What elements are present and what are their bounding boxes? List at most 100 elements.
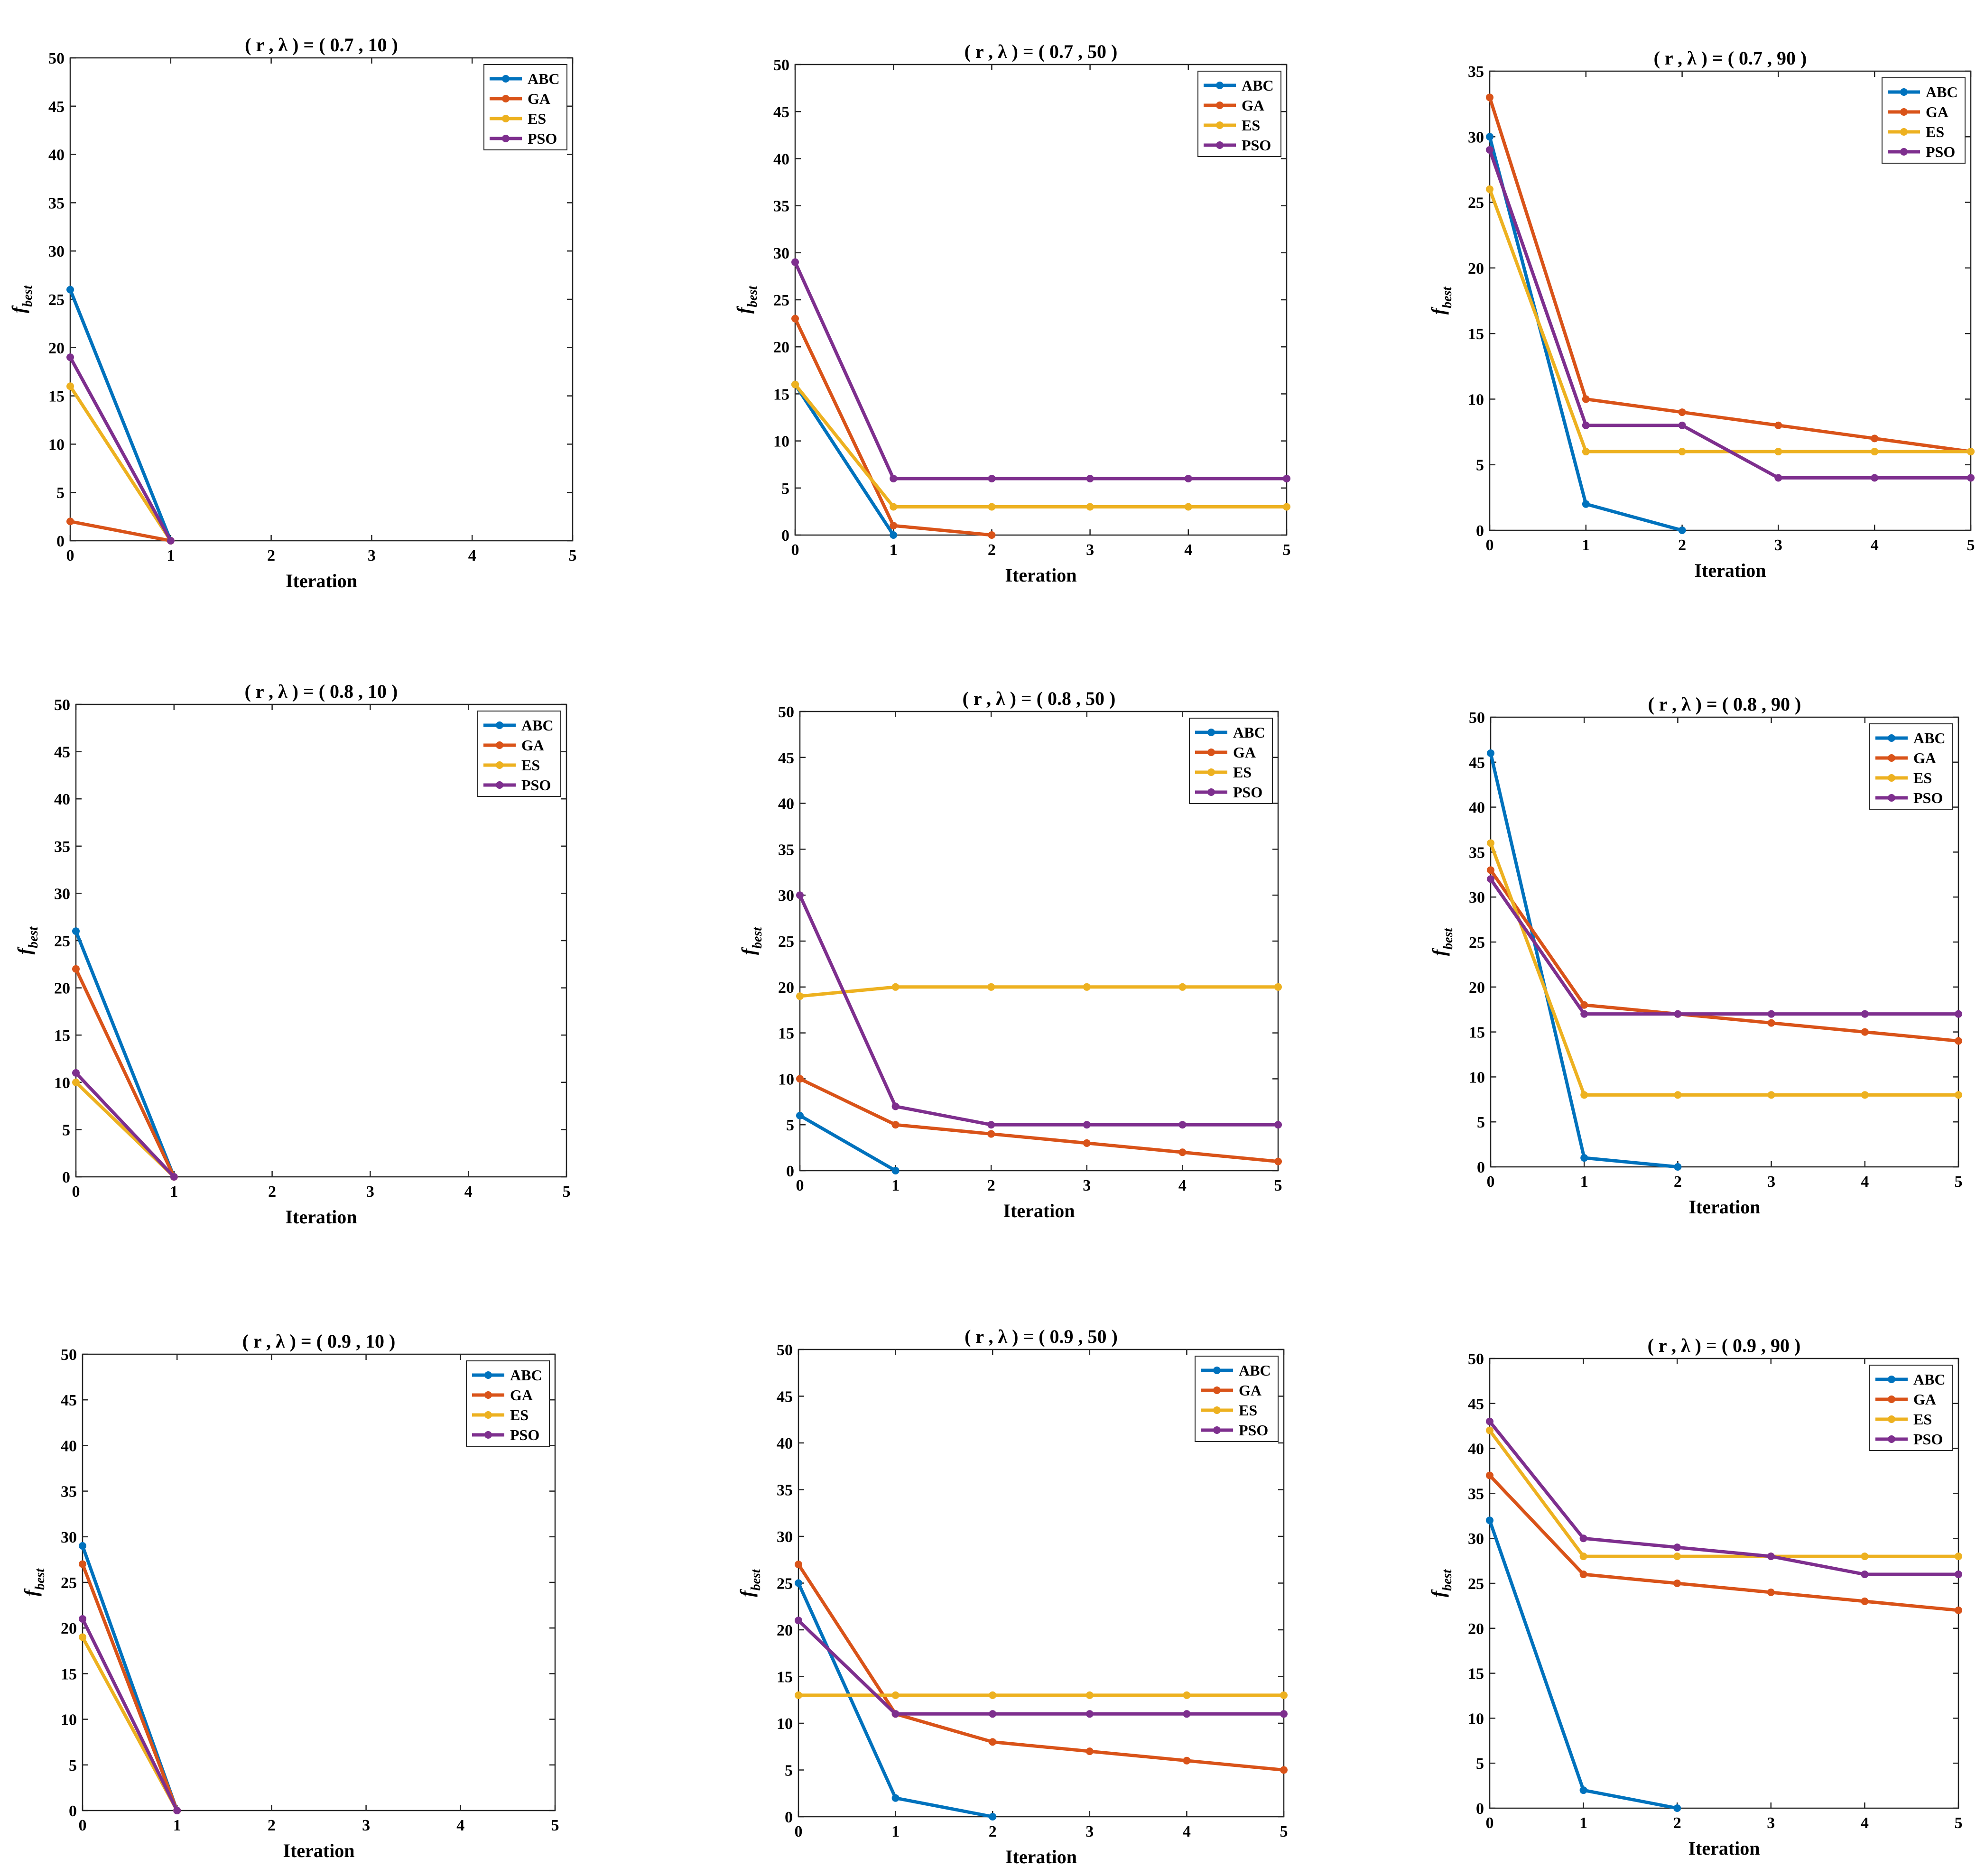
y-tick-label: 5 bbox=[785, 1762, 793, 1780]
x-tick-label: 0 bbox=[1487, 1173, 1495, 1191]
data-point-abc bbox=[66, 286, 74, 294]
legend-label-pso: PSO bbox=[1242, 137, 1271, 154]
legend-marker-es bbox=[496, 761, 503, 769]
x-tick-label: 1 bbox=[170, 1183, 178, 1201]
legend-label-abc: ABC bbox=[1926, 83, 1958, 101]
y-tick-label: 45 bbox=[1469, 754, 1485, 772]
data-point-pso bbox=[1955, 1010, 1962, 1018]
x-axis-label: Iteration bbox=[283, 1840, 354, 1861]
data-point-ga bbox=[1083, 1139, 1091, 1147]
x-tick-label: 4 bbox=[1178, 1177, 1187, 1194]
legend-label-pso: PSO bbox=[528, 130, 557, 147]
legend-marker-pso bbox=[484, 1431, 492, 1439]
legend-marker-ga bbox=[502, 95, 510, 102]
y-tick-label: 45 bbox=[61, 1392, 77, 1409]
x-axis-label: Iteration bbox=[285, 1206, 357, 1228]
y-tick-label: 15 bbox=[778, 1025, 794, 1043]
data-point-pso bbox=[1674, 1010, 1682, 1018]
data-point-pso bbox=[987, 1121, 995, 1129]
legend-marker-es bbox=[1216, 121, 1224, 129]
data-point-pso bbox=[72, 1069, 80, 1077]
y-tick-label: 10 bbox=[1468, 391, 1484, 408]
data-point-pso bbox=[1774, 474, 1782, 482]
x-axis-label: Iteration bbox=[286, 570, 357, 591]
chart-title: ( r , λ ) = ( 0.9 , 10 ) bbox=[242, 1331, 396, 1352]
x-axis-label: Iteration bbox=[1688, 1196, 1760, 1218]
series-line-es bbox=[68, 384, 173, 543]
legend-marker-pso bbox=[1213, 1426, 1221, 1434]
legend-label-es: ES bbox=[1242, 117, 1260, 134]
data-point-abc bbox=[1678, 527, 1686, 534]
data-point-ga bbox=[1774, 421, 1782, 429]
legend-label-es: ES bbox=[1239, 1402, 1257, 1419]
data-point-pso bbox=[1767, 1553, 1775, 1561]
legend-label-abc: ABC bbox=[1913, 1371, 1946, 1388]
series-line-ga bbox=[81, 1562, 179, 1812]
data-point-pso bbox=[791, 258, 799, 266]
y-tick-label: 50 bbox=[54, 696, 70, 714]
y-tick-label: 40 bbox=[1468, 1441, 1484, 1458]
y-tick-label: 25 bbox=[1469, 934, 1485, 952]
y-tick-label: 35 bbox=[61, 1483, 77, 1501]
y-axis-label: fbest bbox=[733, 286, 760, 314]
data-point-pso bbox=[1861, 1571, 1869, 1579]
x-tick-label: 4 bbox=[1861, 1173, 1869, 1191]
data-point-ga bbox=[1861, 1028, 1869, 1036]
data-point-ga bbox=[1582, 395, 1590, 403]
y-tick-label: 30 bbox=[778, 887, 794, 905]
y-tick-label: 40 bbox=[48, 147, 65, 164]
series-line-abc bbox=[1489, 751, 1679, 1169]
y-tick-label: 40 bbox=[1469, 799, 1485, 817]
legend-label-pso: PSO bbox=[1926, 143, 1955, 160]
y-tick-label: 5 bbox=[62, 1121, 70, 1139]
data-point-abc bbox=[989, 1813, 997, 1821]
y-tick-label: 10 bbox=[773, 433, 789, 451]
y-tick-label: 0 bbox=[1477, 1159, 1485, 1176]
data-point-ga bbox=[891, 1121, 900, 1129]
data-point-pso bbox=[79, 1615, 86, 1623]
x-tick-label: 0 bbox=[1486, 536, 1494, 554]
x-tick-label: 3 bbox=[1086, 541, 1094, 559]
y-tick-label: 45 bbox=[777, 1388, 793, 1406]
legend-label-es: ES bbox=[1913, 769, 1932, 786]
x-tick-label: 0 bbox=[79, 1817, 87, 1834]
legend-label-ga: GA bbox=[1913, 1391, 1936, 1408]
data-point-abc bbox=[1580, 1154, 1588, 1162]
data-point-pso bbox=[891, 1710, 900, 1718]
y-tick-label: 15 bbox=[1468, 325, 1484, 343]
y-tick-label: 20 bbox=[773, 339, 789, 356]
y-tick-label: 40 bbox=[778, 795, 794, 813]
y-tick-label: 15 bbox=[54, 1027, 70, 1044]
series-line-es bbox=[1488, 1429, 1960, 1558]
y-tick-label: 50 bbox=[1468, 1350, 1484, 1368]
x-tick-label: 5 bbox=[1280, 1823, 1288, 1840]
data-point-ga bbox=[1767, 1588, 1775, 1596]
y-axis-label: fbest bbox=[14, 926, 41, 955]
legend-marker-es bbox=[1900, 128, 1908, 136]
legend-marker-pso bbox=[1888, 794, 1895, 802]
data-point-ga bbox=[1183, 1756, 1191, 1765]
data-point-pso bbox=[173, 1807, 181, 1814]
legend-label-pso: PSO bbox=[1239, 1422, 1268, 1439]
data-point-ga bbox=[1861, 1597, 1869, 1605]
data-point-pso bbox=[1178, 1121, 1187, 1129]
data-point-abc bbox=[1674, 1163, 1682, 1171]
data-point-es bbox=[1178, 983, 1187, 991]
legend-label-abc: ABC bbox=[1242, 77, 1274, 94]
legend-label-es: ES bbox=[510, 1406, 529, 1423]
data-point-pso bbox=[1955, 1571, 1962, 1579]
data-point-pso bbox=[1487, 875, 1494, 883]
legend-label-ga: GA bbox=[510, 1386, 533, 1404]
legend-marker-abc bbox=[1900, 88, 1908, 96]
series-line-abc bbox=[68, 288, 173, 543]
data-point-ga bbox=[988, 531, 996, 539]
legend-marker-pso bbox=[1207, 788, 1215, 796]
data-point-es bbox=[989, 1691, 997, 1699]
data-point-pso bbox=[988, 474, 996, 482]
data-point-es bbox=[987, 983, 995, 991]
x-tick-label: 2 bbox=[1674, 1173, 1682, 1191]
y-tick-label: 10 bbox=[48, 436, 65, 453]
x-tick-label: 2 bbox=[268, 1817, 276, 1834]
